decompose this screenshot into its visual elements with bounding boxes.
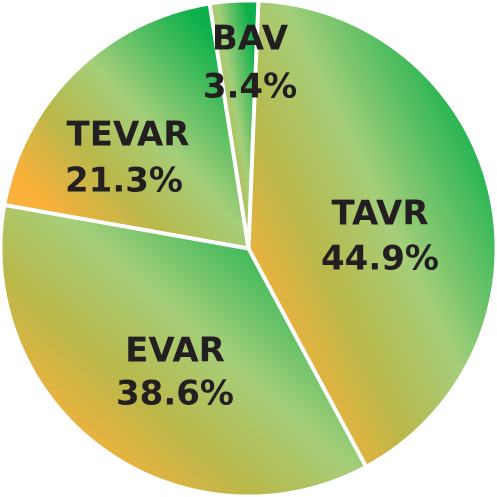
slice-label-tevar: TEVAR: [67, 115, 190, 155]
slice-value-tavr: 44.9%: [321, 239, 439, 279]
pie-dividers: [4, 0, 368, 468]
slice-divider: [4, 202, 249, 251]
slice-divider: [246, 247, 368, 468]
slice-value-bav: 3.4%: [203, 67, 297, 107]
pie-slice-evar: [2, 205, 366, 495]
slice-divider: [246, 0, 261, 249]
pie-slice-tevar: [6, 5, 249, 249]
slice-label-evar: EVAR: [125, 331, 225, 371]
slice-value-tevar: 21.3%: [65, 161, 183, 201]
pie-slice-tavr: [248, 2, 495, 466]
slice-value-evar: 38.6%: [116, 374, 234, 414]
slice-divider: [207, 3, 251, 249]
slice-label-bav: BAV: [212, 19, 289, 59]
slice-label-tavr: TAVR: [331, 194, 428, 234]
pie-slice-bav: [209, 2, 259, 249]
